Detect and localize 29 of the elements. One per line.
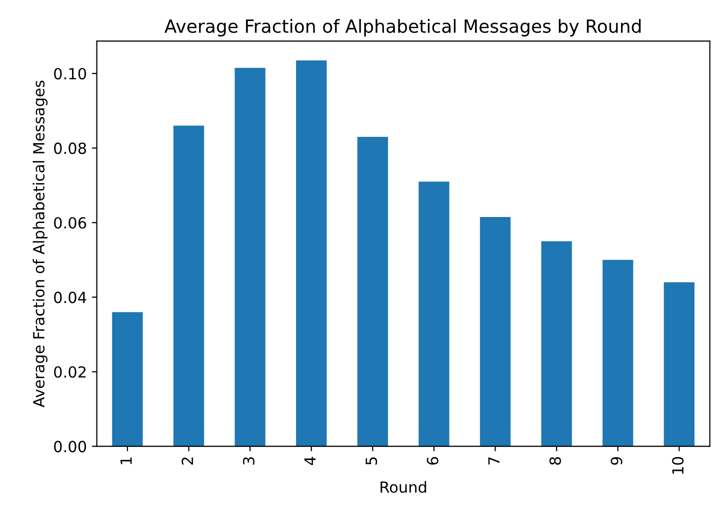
bar xyxy=(112,312,143,446)
bar xyxy=(418,182,450,446)
bar xyxy=(173,126,204,446)
x-tick-label: 9 xyxy=(610,457,622,465)
x-tick-label: 7 xyxy=(488,457,500,464)
x-tick-label: 6 xyxy=(426,456,438,465)
y-tick-label: 0.10 xyxy=(54,68,86,80)
x-axis-title: Round xyxy=(380,481,426,493)
x-tick-label: 3 xyxy=(242,457,254,465)
x-tick-label: 5 xyxy=(366,457,378,465)
y-tick-label: 0.02 xyxy=(54,366,86,378)
x-tick-label: 4 xyxy=(304,456,316,466)
bar xyxy=(296,60,327,446)
bar xyxy=(602,260,634,446)
y-tick-label: 0.04 xyxy=(54,292,86,304)
x-tick-label: 10 xyxy=(672,457,684,474)
bar xyxy=(357,136,388,446)
y-axis-title: Average Fraction of Alphabetical Messages xyxy=(32,80,48,408)
bar xyxy=(664,282,695,446)
y-tick-label: 0.08 xyxy=(54,142,86,154)
y-tick-label: 0.06 xyxy=(54,217,86,229)
bar xyxy=(480,217,511,446)
chart-title: Average Fraction of Alphabetical Messages by Round xyxy=(164,18,641,36)
x-tick-label: 2 xyxy=(182,458,193,465)
y-tick-label: 0.00 xyxy=(54,440,86,452)
bar xyxy=(234,68,266,446)
x-tick-label: 1 xyxy=(120,457,132,464)
x-tick-label: 8 xyxy=(549,457,562,465)
bar xyxy=(541,241,572,446)
